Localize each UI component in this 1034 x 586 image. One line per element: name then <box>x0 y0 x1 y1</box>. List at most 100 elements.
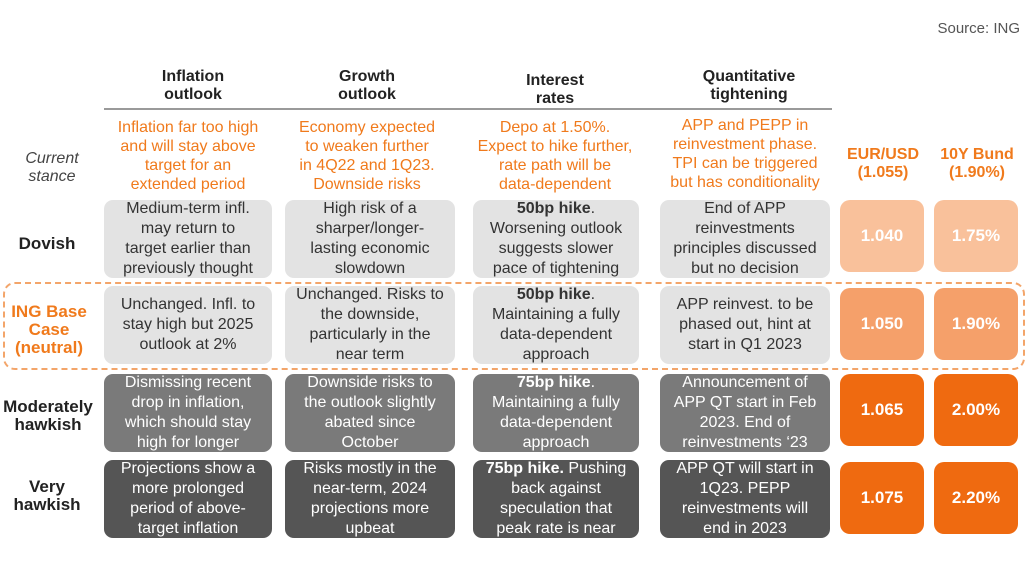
cell-bold: 75bp hike. <box>485 460 564 477</box>
market-header-line: (1.90%) <box>948 164 1006 181</box>
stance-line: target for an <box>144 157 232 174</box>
cell-line: particularly in the <box>309 326 431 343</box>
cell-line: . <box>590 374 596 391</box>
cell-bold: 75bp hike <box>516 374 591 391</box>
moderate-qt-cell: Announcement of APP QT start in Feb 2023. … <box>660 374 830 452</box>
column-header-growth: Growth outlook <box>287 68 447 104</box>
stance-line: Depo at 1.50%. <box>499 119 611 136</box>
cell-line: Dismissing recent <box>124 374 252 391</box>
very-bund-value: 2.20% <box>934 462 1018 534</box>
row-label-line: Dovish <box>18 234 76 253</box>
row-label-line: hawkish <box>13 495 81 514</box>
cell-line: may return to <box>140 220 236 237</box>
column-header-line: rates <box>535 90 575 107</box>
cell-line: Medium-term infl. <box>126 200 250 217</box>
moderate-bund-value: 2.00% <box>934 374 1018 446</box>
cell-line: upbeat <box>345 520 395 537</box>
base-inflation-cell: Unchanged. Infl. to stay high but 2025 out… <box>104 286 272 364</box>
cell-line: back against <box>511 480 601 497</box>
row-label-very-hawkish: Very hawkish <box>4 478 90 514</box>
cell-line: more prolonged <box>131 480 245 497</box>
bund-header: 10Y Bund (1.90%) <box>932 146 1022 182</box>
cell-line: End of APP <box>704 200 786 217</box>
base-qt-cell: APP reinvest. to be phased out, hint at st… <box>660 286 830 364</box>
dovish-growth-cell: High risk of a sharper/longer-lasting eco… <box>285 200 455 278</box>
cell-line: approach <box>522 434 590 451</box>
dovish-bund-value: 1.75% <box>934 200 1018 272</box>
cell-line: abated since <box>324 414 416 431</box>
cell-line: reinvestments will <box>681 500 809 517</box>
stance-line: TPI can be triggered <box>672 155 818 172</box>
stance-line: Downside risks <box>313 176 421 193</box>
column-header-line: outlook <box>164 86 222 103</box>
cell-line: slowdown <box>334 260 406 277</box>
cell-line: Maintaining a fully <box>491 394 621 411</box>
moderate-inflation-cell: Dismissing recent drop in inflation, which… <box>104 374 272 452</box>
cell-line: lasting economic <box>310 240 430 257</box>
stance-line: Economy expected <box>298 119 436 136</box>
eurusd-header: EUR/USD (1.055) <box>838 146 928 182</box>
cell-line: Unchanged. Risks to <box>296 286 444 303</box>
moderate-growth-cell: Downside risks to the outlook slightly aba… <box>285 374 455 452</box>
very-growth-cell: Risks mostly in the near-term, 2024 projec… <box>285 460 455 538</box>
cell-line: data-dependent <box>499 414 613 431</box>
column-header-line: Inflation <box>161 68 225 85</box>
very-eurusd-value: 1.075 <box>840 462 924 534</box>
cell-bold: 50bp hike <box>516 286 591 303</box>
current-stance-qt: APP and PEPP in reinvestment phase. TPI … <box>654 116 836 192</box>
market-header-line: (1.055) <box>857 164 909 181</box>
cell-line: period of above- <box>130 500 246 517</box>
row-label-moderately-hawkish: Moderately hawkish <box>0 398 96 434</box>
current-stance-inflation: Inflation far too high and will stay abo… <box>103 118 273 194</box>
column-header-line: Interest <box>526 72 584 89</box>
cell-line: 1Q23. PEPP <box>699 480 791 497</box>
row-label-base-case: ING Base Case (neutral) <box>4 303 94 357</box>
current-stance-growth: Economy expected to weaken further in 4Q… <box>281 118 453 194</box>
cell-line: stay high but 2025 <box>122 316 254 333</box>
cell-line: previously thought <box>123 260 253 277</box>
base-growth-cell: Unchanged. Risks to the downside, particul… <box>285 286 455 364</box>
cell-line: suggests slower <box>498 240 614 257</box>
cell-line: Maintaining a fully <box>491 306 621 323</box>
dovish-qt-cell: End of APP reinvestments principles discus… <box>660 200 830 278</box>
cell-line: Worsening outlook <box>489 220 623 237</box>
header-divider <box>104 108 832 110</box>
source-note: Source: ING <box>937 20 1020 37</box>
base-interest-cell: 50bp hike. Maintaining a fully data-depend… <box>473 286 639 364</box>
cell-line: projections more <box>310 500 430 517</box>
stance-line: Inflation far too high <box>117 119 259 136</box>
cell-line: end in 2023 <box>703 520 787 537</box>
column-header-line: Quantitative <box>702 68 796 85</box>
base-case-highlight <box>3 282 1025 370</box>
cell-line: the outlook slightly <box>304 394 436 411</box>
current-stance-label: Current stance <box>10 150 94 186</box>
cell-line: . <box>590 200 596 217</box>
cell-line: phased out, hint at <box>679 316 811 333</box>
column-header-line: outlook <box>338 86 396 103</box>
cell-line: October <box>341 434 399 451</box>
cell-line: Downside risks to <box>307 374 433 391</box>
base-eurusd-value: 1.050 <box>840 288 924 360</box>
market-header-line: 10Y Bund <box>940 146 1014 163</box>
cell-line: near-term, 2024 <box>313 480 427 497</box>
cell-line: High risk of a <box>323 200 417 217</box>
cell-line: peak rate is near <box>496 520 616 537</box>
current-stance-label-line: Current <box>25 150 79 167</box>
cell-line: target earlier than <box>125 240 251 257</box>
cell-line: Pushing <box>563 460 627 477</box>
cell-line: data-dependent <box>499 326 613 343</box>
cell-line: pace of tightening <box>492 260 620 277</box>
very-inflation-cell: Projections show a more prolonged period o… <box>104 460 272 538</box>
cell-line: 2023. End of <box>699 414 791 431</box>
cell-line: principles discussed <box>673 240 817 257</box>
column-header-line: Growth <box>339 68 395 85</box>
cell-line: speculation that <box>499 500 613 517</box>
row-label-line: Case <box>28 320 70 339</box>
cell-line: APP QT will start in <box>676 460 814 477</box>
cell-bold: 50bp hike <box>516 200 591 217</box>
cell-line: the downside, <box>320 306 420 323</box>
column-header-qt: Quantitative tightening <box>664 68 834 104</box>
moderate-eurusd-value: 1.065 <box>840 374 924 446</box>
dovish-inflation-cell: Medium-term infl. may return to target ear… <box>104 200 272 278</box>
cell-line: Unchanged. Infl. to <box>120 296 256 313</box>
